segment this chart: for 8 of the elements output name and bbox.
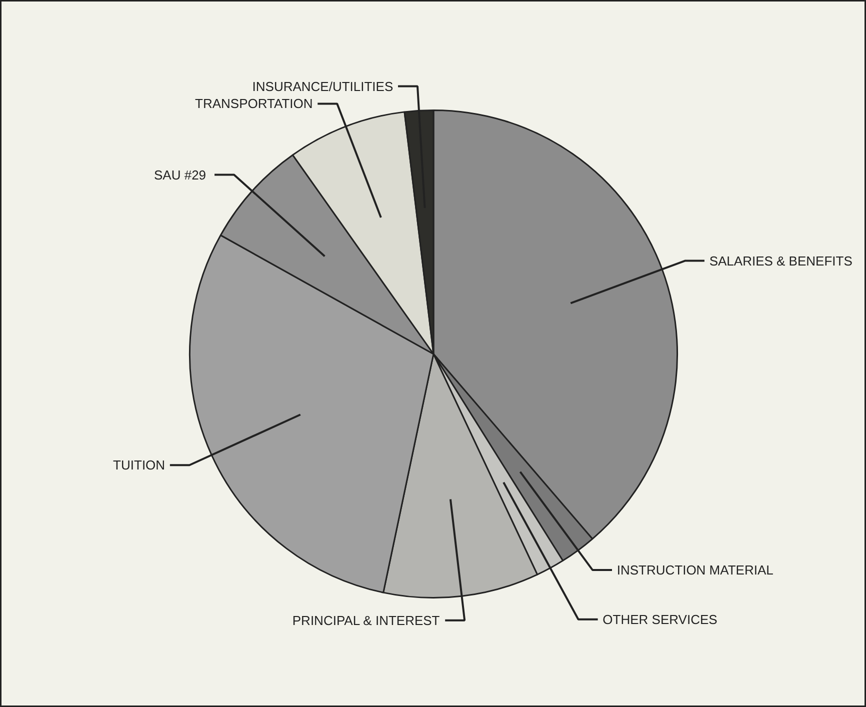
slice-label: SALARIES & BENEFITS xyxy=(709,253,853,268)
slice-label: INSURANCE/UTILITIES xyxy=(252,78,394,94)
slice-label: TRANSPORTATION xyxy=(195,96,313,112)
slice-label: TUITION xyxy=(113,458,166,473)
slice-label: OTHER SERVICES xyxy=(602,612,718,627)
slice-label: PRINCIPAL & INTEREST xyxy=(292,612,440,628)
slice-label: SAU #29 xyxy=(154,167,206,182)
slice-label: INSTRUCTION MATERIAL xyxy=(616,562,774,578)
